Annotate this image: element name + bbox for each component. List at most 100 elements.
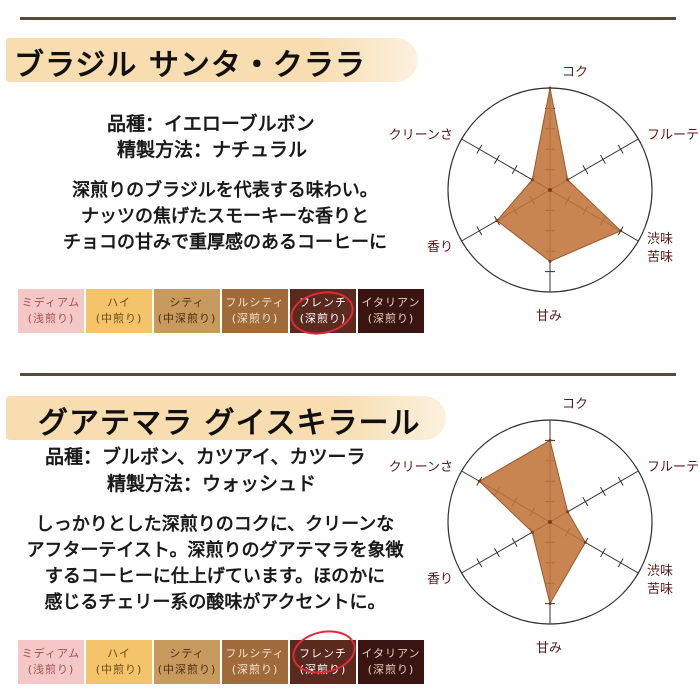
- radar-point: [495, 219, 499, 223]
- radar-point: [583, 540, 587, 544]
- roast-name: ミディアム: [21, 647, 81, 660]
- process-value: ナチュラル: [212, 139, 308, 161]
- radar-tick: [476, 144, 483, 154]
- radar-tick: [600, 154, 606, 164]
- radar-axis-label: コク: [562, 65, 588, 80]
- roast-name: フルシティ: [225, 296, 285, 309]
- roast-chip-french: フレンチ (深煎り): [290, 640, 356, 684]
- roast-chip-high: ハイ (中煎り): [86, 289, 152, 333]
- roast-sub: (深煎り): [231, 312, 279, 325]
- radar-axis-label: 香り: [427, 572, 453, 587]
- product-section-2: グアテマラ グイスキラール 品種：ブルボン、カツアイ、カツーラ 精製方法：ウォッ…: [0, 358, 700, 693]
- radar-tick: [582, 165, 589, 175]
- product-title: グアテマラ グイスキラール: [38, 406, 421, 441]
- roast-name: フルシティ: [225, 647, 285, 660]
- roast-chip-high: ハイ (中煎り): [86, 640, 152, 684]
- radar-axis-label: 香り: [427, 240, 453, 255]
- radar-point: [548, 86, 552, 90]
- roast-chip-italian: イタリアン (深煎り): [358, 640, 424, 684]
- radar-tick: [600, 486, 606, 496]
- radar-chart: コクフルーティ渋味苦味甘み 香り クリーンさ: [389, 397, 700, 656]
- radar-point: [548, 438, 552, 442]
- radar-tick: [476, 558, 483, 568]
- roast-chip-italian: イタリアン (深煎り): [358, 289, 424, 333]
- radar-tick: [458, 466, 465, 476]
- process-label: 精製方法：: [107, 473, 203, 495]
- roast-sub: (深煎り): [367, 312, 415, 325]
- radar-point: [530, 530, 534, 534]
- roast-chip-city: シティ (中深煎り): [154, 640, 220, 684]
- radar-tick: [511, 537, 518, 547]
- roast-chip-medium: ミディアム (浅煎り): [18, 640, 84, 684]
- radar-tick: [617, 476, 624, 486]
- top-rule: [20, 17, 676, 20]
- roast-name: シティ: [169, 296, 205, 309]
- radar-point: [548, 602, 552, 606]
- variety-label: 品種：: [45, 446, 103, 468]
- roast-name: フレンチ: [299, 296, 347, 309]
- radar-point: [566, 178, 570, 182]
- radar-tick: [582, 497, 589, 507]
- title-band: [6, 396, 446, 440]
- radar-tick: [458, 568, 465, 578]
- product-section-1: ブラジル サンタ・クララ 品種：イエローブルボン 精製方法：ナチュラル 深煎りの…: [0, 0, 700, 341]
- roast-chip-fullcity: フルシティ (深煎り): [222, 640, 288, 684]
- description-line: 感じるチェリー系の酸味がアクセントに。: [44, 592, 386, 613]
- radar-point: [548, 259, 552, 263]
- roast-chip-french: フレンチ (深煎り): [290, 289, 356, 333]
- description-line: 深煎りのブラジルを代表する味わい。: [72, 180, 378, 201]
- description-line: しっかりとした深煎りのコクに、クリーンな: [35, 514, 395, 535]
- description-line: チョコの甘みで重厚感のあるコーヒーに: [63, 232, 387, 253]
- roast-name: ハイ: [107, 647, 131, 660]
- radar-tick: [458, 236, 465, 246]
- roast-name: シティ: [169, 647, 205, 660]
- roast-sub: (深煎り): [367, 663, 415, 676]
- process-value: ウォッシュド: [202, 473, 317, 495]
- radar-tick: [635, 568, 642, 578]
- radar-point: [619, 229, 623, 233]
- process-label: 精製方法：: [117, 139, 213, 161]
- roast-name: フレンチ: [299, 647, 347, 660]
- roast-chip-medium: ミディアム (浅煎り): [18, 289, 84, 333]
- radar-point: [477, 479, 481, 483]
- roast-name: イタリアン: [361, 296, 421, 309]
- radar-axis-label: フルーティ: [647, 128, 700, 143]
- process-line: 精製方法：ナチュラル: [117, 137, 307, 163]
- roast-sub: (中深煎り): [157, 312, 217, 325]
- radar-axis-label: 甘み: [536, 641, 562, 656]
- variety-value: ブルボン、カツアイ、カツーラ: [102, 446, 366, 468]
- roast-sub: (深煎り): [299, 663, 347, 676]
- radar-axis-label: クリーンさ: [389, 128, 453, 143]
- roast-sub: (深煎り): [231, 663, 279, 676]
- roast-chip-city: シティ (中深煎り): [154, 289, 220, 333]
- variety-line: 品種：ブルボン、カツアイ、カツーラ: [45, 444, 366, 470]
- roast-sub: (浅煎り): [27, 312, 75, 325]
- radar-tick: [617, 558, 624, 568]
- radar-center: [548, 188, 552, 192]
- variety-label: 品種：: [107, 113, 165, 135]
- radar-axis-label: 渋味苦味: [647, 564, 673, 597]
- product-title: ブラジル サンタ・クララ: [14, 48, 366, 83]
- description: 深煎りのブラジルを代表する味わい。 ナッツの焦げたスモーキーな香りと チョコの甘…: [30, 178, 420, 256]
- middle-rule: [20, 373, 676, 376]
- radar-point: [566, 510, 570, 514]
- roast-scale: ミディアム (浅煎り) ハイ (中煎り) シティ (中深煎り) フルシティ (深煎り) …: [18, 640, 424, 684]
- roast-sub: (中煎り): [95, 312, 143, 325]
- radar-chart: コクフルーティ渋味苦味甘み 香り クリーンさ: [389, 65, 700, 324]
- radar-tick: [494, 548, 500, 558]
- radar-axis-label: コク: [562, 397, 588, 412]
- radar-tick: [617, 144, 624, 154]
- radar-point: [530, 178, 534, 182]
- radar-tick: [511, 165, 518, 175]
- roast-sub: (中深煎り): [157, 663, 217, 676]
- roast-sub: (中煎り): [95, 663, 143, 676]
- title-band: [6, 38, 418, 82]
- radar-center: [548, 520, 552, 524]
- description: しっかりとした深煎りのコクに、クリーンな アフターテイスト。深煎りのグアテマラを…: [10, 512, 420, 616]
- radar-axis-label: 甘み: [536, 309, 562, 324]
- roast-sub: (深煎り): [299, 312, 347, 325]
- radar-tick: [635, 134, 642, 144]
- roast-name: ミディアム: [21, 296, 81, 309]
- radar-tick: [476, 226, 483, 236]
- description-line: するコーヒーに仕上げています。ほのかに: [44, 566, 386, 587]
